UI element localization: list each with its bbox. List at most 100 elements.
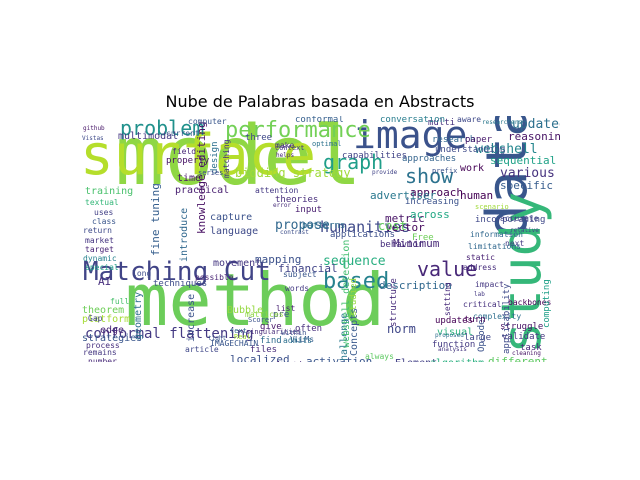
cloud-word: show <box>405 164 454 188</box>
cloud-word: pre <box>273 310 290 320</box>
cloud-word: financial <box>278 262 338 275</box>
cloud-word: capabilities <box>342 151 408 161</box>
cloud-word: structure <box>389 278 399 327</box>
cloud-word: performance <box>225 118 371 143</box>
cloud-word: often <box>295 324 323 334</box>
cloud-word: attention <box>255 186 299 195</box>
cloud-word: Element <box>395 359 437 363</box>
cloud-word: error <box>273 202 292 209</box>
cloud-word: visual <box>437 327 474 338</box>
cloud-word: make <box>275 141 295 150</box>
cloud-word: provide <box>372 169 398 176</box>
cloud-word: special <box>85 263 119 272</box>
cloud-word: work <box>460 163 485 174</box>
cloud-word: context <box>275 144 305 152</box>
cloud-word: critical <box>463 300 502 309</box>
cloud-word: understanding <box>435 145 506 155</box>
cloud-word: singularities <box>246 328 301 336</box>
cloud-word: give <box>260 322 282 332</box>
cloud-word: within <box>281 329 307 337</box>
cloud-word: increasing <box>405 197 460 207</box>
cloud-word: multimodal <box>118 131 179 142</box>
cloud-word: return <box>83 226 112 235</box>
cloud-word: large <box>464 333 492 343</box>
cloud-word: across <box>410 208 450 221</box>
cloud-word: sequence <box>323 254 386 269</box>
cloud-word: series <box>198 169 224 177</box>
cloud-word: current <box>166 129 200 138</box>
cloud-word: dynamic <box>83 254 117 263</box>
cloud-word: patterns <box>302 221 346 231</box>
cloud-word: cleaning <box>512 350 541 357</box>
cloud-word: lab <box>474 291 485 298</box>
cloud-word: task <box>520 343 542 353</box>
cloud-word: property <box>166 156 210 166</box>
cloud-word: studied <box>349 278 359 316</box>
cloud-word: files <box>250 345 278 355</box>
cloud-word: turn <box>464 315 486 325</box>
cloud-word: textual <box>85 198 119 207</box>
cloud-word: theories <box>275 195 319 205</box>
cloud-word: image <box>353 116 468 157</box>
cloud-word: reasoning <box>508 130 560 143</box>
cloud-word: different <box>488 355 548 362</box>
cloud-word: localized <box>230 353 290 362</box>
cloud-word: prefix <box>432 167 458 175</box>
cloud-word: time <box>177 173 202 184</box>
cloud-word: Vistas <box>82 135 104 142</box>
cloud-word: tight <box>208 335 227 342</box>
cloud-word: matching <box>222 139 231 178</box>
cloud-word: conversation <box>380 116 446 125</box>
cloud-word: Bubble <box>227 305 264 316</box>
cloud-word: approach <box>410 186 463 199</box>
cloud-word: github <box>83 125 105 132</box>
cloud-word: metric <box>385 212 425 225</box>
cloud-word: conformal flattening <box>85 326 254 342</box>
cloud-word: problem <box>120 116 205 140</box>
cloud-word: aware <box>457 116 482 124</box>
cloud-word: behavior <box>380 240 424 250</box>
cloud-word: strategies <box>82 333 143 344</box>
cloud-word: uses <box>94 208 114 217</box>
cloud-word: IMAGECHAIN <box>210 339 259 348</box>
cloud-word: incorporating <box>475 215 546 225</box>
cloud-word: method <box>125 258 386 342</box>
cloud-word: target <box>85 245 114 254</box>
cloud-word: three <box>245 133 273 143</box>
cloud-word: approaches <box>402 154 457 164</box>
cloud-word: updates <box>435 316 473 326</box>
word-cloud: model method surface data study image Matching… <box>80 116 560 362</box>
cloud-word: knowledge editing <box>195 121 208 234</box>
cloud-word: model <box>115 116 362 204</box>
cloud-word: full <box>110 297 130 306</box>
cloud-word: vector <box>385 221 425 234</box>
cloud-word: scenario <box>475 203 509 211</box>
cloud-word: class <box>92 217 117 226</box>
cloud-word: mapping <box>255 253 302 266</box>
cloud-word: movement <box>213 258 262 269</box>
cloud-word: research <box>432 135 476 145</box>
cloud-word: computer <box>188 117 227 126</box>
cloud-word: sequential <box>490 154 557 167</box>
cloud-word: paper <box>465 135 493 145</box>
cloud-word: platform <box>82 314 131 325</box>
cloud-word: information <box>470 230 523 239</box>
cloud-word: always <box>365 352 394 361</box>
cloud-word: market <box>85 236 114 245</box>
cloud-word: possible <box>195 273 234 282</box>
cloud-word: human <box>460 189 494 202</box>
cloud-word: capture <box>210 212 253 223</box>
cloud-word: validate <box>502 332 546 342</box>
cloud-word: helps <box>276 152 295 159</box>
cloud-word: proposed <box>435 332 464 339</box>
cloud-word: advertiser <box>370 189 437 202</box>
cloud-word: surface <box>80 123 317 188</box>
cloud-word: backbones <box>508 298 552 307</box>
cloud-word: conformal <box>295 116 344 125</box>
cloud-word: language <box>210 226 259 237</box>
cloud-word: next <box>505 239 525 248</box>
cloud-word: list <box>276 304 296 313</box>
cloud-word: techniques <box>153 279 208 289</box>
cloud-word: field <box>172 147 197 156</box>
cloud-word: remains <box>83 348 117 357</box>
